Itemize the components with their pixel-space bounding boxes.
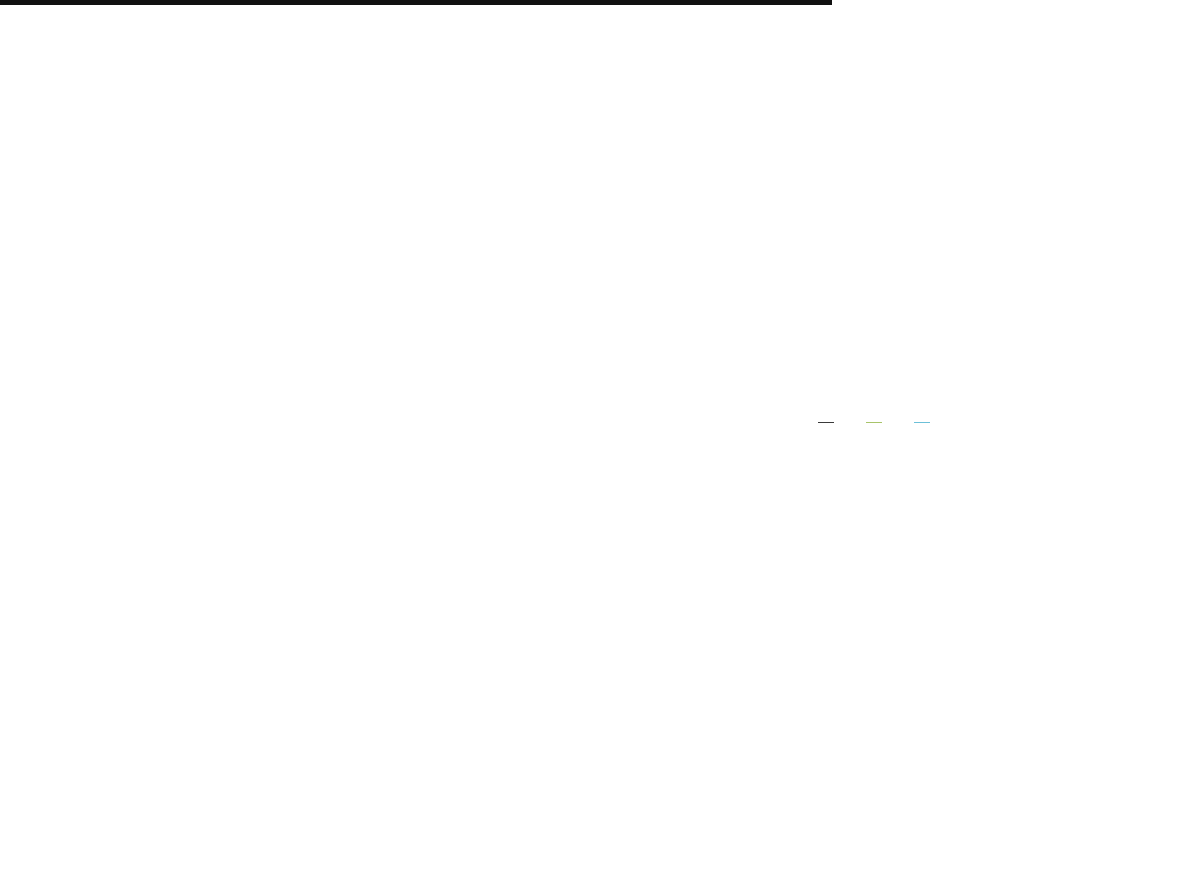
- legend-swatch: [866, 422, 882, 423]
- legend-item-largo-plazo: [914, 422, 932, 423]
- top-rule: [0, 0, 832, 5]
- legend-swatch: [818, 422, 834, 423]
- legend-item-rezagado: [866, 422, 884, 423]
- regression-legend: [818, 422, 962, 423]
- legend-item-contemporaneo: [818, 422, 836, 423]
- legend-swatch: [914, 422, 930, 423]
